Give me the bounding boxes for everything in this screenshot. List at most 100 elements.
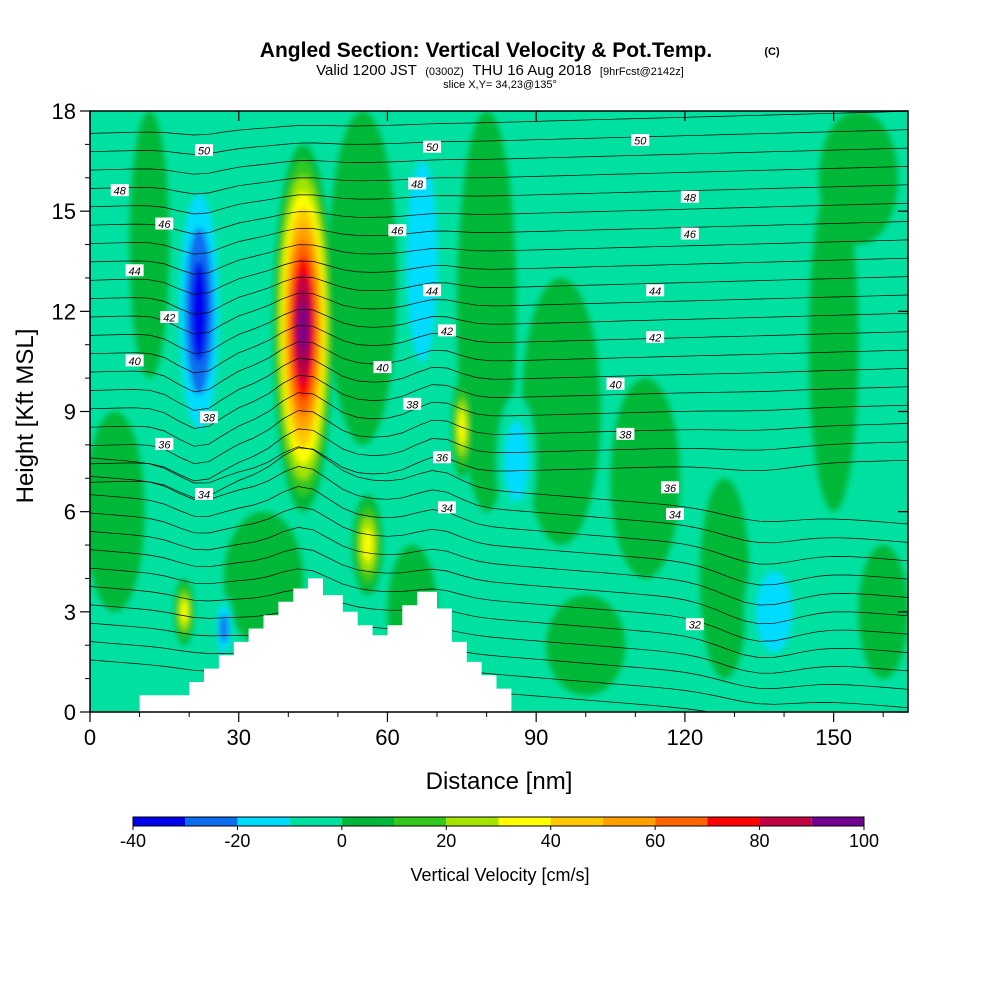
svg-text:40: 40 [609, 379, 622, 391]
colorbar-segment [446, 817, 499, 826]
theta-contour-line [90, 308, 908, 355]
colorbar-segment [185, 817, 238, 826]
colorbar-frame [132, 816, 865, 827]
theta-contour-line [90, 586, 908, 658]
colorbar-segment [289, 817, 342, 826]
svg-text:48: 48 [684, 192, 697, 204]
contour-label: 42 [437, 324, 456, 338]
theta-contour-line [90, 147, 908, 175]
theta-contour-line [90, 325, 908, 374]
contour-label: 34 [665, 508, 684, 522]
colorbar-tick-label: -40 [120, 831, 146, 851]
svg-text:46: 46 [684, 229, 697, 241]
colorbar-segment [707, 817, 760, 826]
colorbar-tick-label: 80 [750, 831, 770, 851]
valid-utc: (0300Z) [425, 66, 464, 78]
contour-label: 44 [125, 264, 144, 278]
updraft-contour [299, 304, 308, 352]
valid-line: Valid 1200 JST (0300Z) THU 16 Aug 2018 [… [316, 62, 684, 79]
theta-contour-line [90, 567, 908, 642]
contour-labels: 50 48 46 44 42 40 38 36 34 50 48 46 44 42 40 38 36 34 50 48… [110, 134, 704, 632]
contour-label: 44 [646, 284, 665, 298]
svg-text:40: 40 [128, 356, 141, 368]
colorbar-segment [602, 817, 656, 826]
theta-contour-line [90, 239, 908, 275]
x-tick-label: 30 [226, 725, 250, 750]
valid-date: THU 16 Aug 2018 [472, 62, 591, 79]
velocity-band [808, 177, 859, 512]
svg-text:34: 34 [669, 510, 681, 522]
colorbar: -40 -20 0 20 40 60 80 100 [120, 816, 879, 851]
x-axis-label: Distance [nm] [426, 768, 573, 795]
updraft-contour [458, 411, 466, 445]
colorbar-tick-label: 60 [645, 831, 665, 851]
velocity-band [129, 111, 170, 379]
colorbar-segment [811, 817, 864, 826]
svg-text:42: 42 [649, 333, 661, 345]
velocity-band [610, 378, 680, 579]
theta-contour-line [90, 221, 908, 255]
colorbar-segment [498, 817, 551, 826]
contour-label: 44 [423, 284, 442, 298]
forecast-info: [9hrFcst@2142z] [600, 66, 684, 78]
downdraft-contour [219, 614, 229, 643]
colorbar-tick-label: 40 [541, 831, 561, 851]
velocity-band [456, 111, 517, 512]
svg-text:50: 50 [426, 142, 439, 154]
y-tick-label: 12 [52, 299, 76, 324]
contour-label: 36 [155, 437, 174, 451]
y-tick-label: 15 [52, 199, 76, 224]
x-tick-label: 150 [815, 725, 852, 750]
velocity-band [327, 111, 398, 445]
svg-text:32: 32 [689, 620, 701, 632]
theta-contour-line [90, 547, 908, 625]
theta-contour-line [90, 358, 908, 411]
contour-label: 46 [155, 217, 174, 231]
downdraft-contour [407, 161, 438, 362]
contour-label: 46 [388, 224, 407, 238]
colorbar-segment [759, 817, 812, 826]
theta-contour-line [90, 111, 908, 136]
terrain [139, 578, 512, 712]
contour-label: 36 [661, 481, 680, 495]
colorbar-tick-label: 100 [849, 831, 879, 851]
theta-contour-line [90, 527, 908, 606]
theta-contour-line [90, 641, 908, 709]
downdraft-contour [190, 261, 208, 362]
theta-contour-line [90, 184, 908, 215]
svg-text:48: 48 [411, 179, 424, 191]
theta-contour-line [90, 276, 908, 315]
contour-label: 38 [199, 411, 218, 425]
svg-text:36: 36 [436, 453, 449, 465]
svg-text:40: 40 [376, 363, 389, 375]
x-tick-label: 60 [375, 725, 399, 750]
updraft-contour [362, 528, 373, 562]
svg-text:34: 34 [198, 489, 210, 501]
y-tick-label: 18 [52, 99, 76, 124]
contour-label: 48 [408, 177, 427, 191]
theta-contour-line [90, 257, 908, 295]
theta-contour-line [90, 447, 908, 499]
theta-contour-line [90, 129, 908, 155]
svg-text:42: 42 [163, 313, 175, 325]
downdraft-contour [504, 421, 529, 502]
contour-label: 48 [110, 184, 129, 198]
theta-contour-line [90, 392, 908, 447]
contour-label: 38 [616, 427, 635, 441]
svg-text:44: 44 [426, 286, 438, 298]
downdraft-contour [756, 571, 792, 652]
svg-text:38: 38 [203, 413, 216, 425]
valid-prefix: Valid 1200 JST [316, 62, 417, 79]
potential-temperature-contours [90, 111, 908, 712]
contour-label: 34 [195, 487, 214, 501]
plot-area: 5048464442403836345048464442403836345048… [52, 99, 909, 750]
colorbar-title: Vertical Velocity [cm/s] [410, 865, 589, 885]
velocity-band [90, 411, 145, 612]
x-tick-label: 90 [524, 725, 548, 750]
contour-label: 50 [631, 134, 650, 148]
contour-label: 42 [646, 331, 665, 345]
velocity-band [818, 111, 899, 245]
x-tick-label: 120 [667, 725, 704, 750]
svg-text:34: 34 [441, 503, 453, 515]
